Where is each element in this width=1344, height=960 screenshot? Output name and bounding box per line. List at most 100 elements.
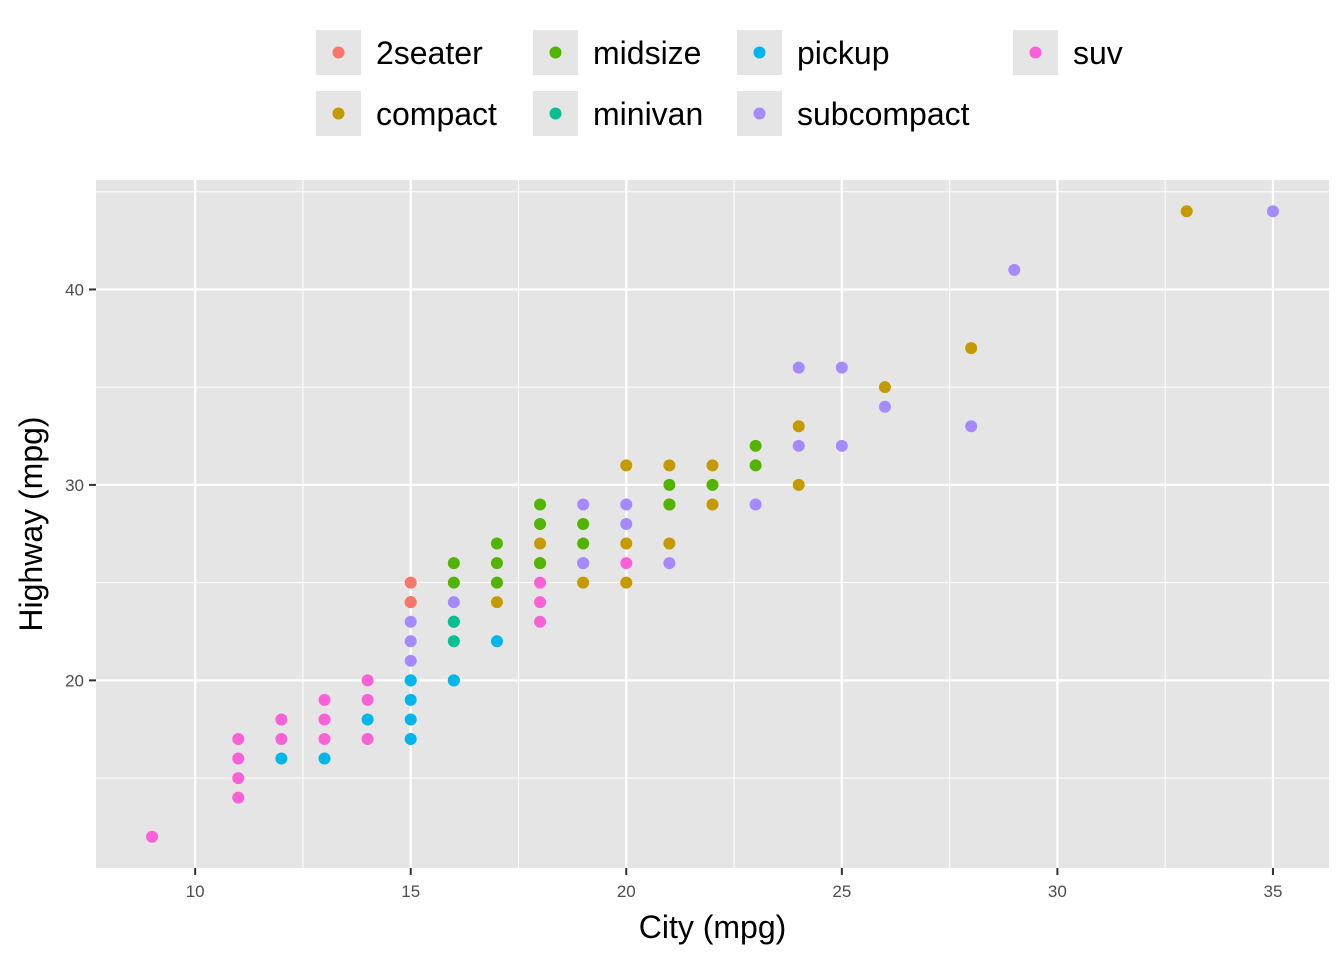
data-point-minivan (447, 615, 460, 628)
x-tick-label: 25 (832, 882, 851, 901)
data-point-suv (232, 752, 245, 765)
data-point-suv (318, 733, 331, 745)
y-tick-label: 20 (65, 671, 84, 690)
data-point-pickup (404, 693, 417, 706)
data-point-subcompact (577, 498, 590, 511)
data-point-subcompact (835, 439, 848, 452)
data-point-suv (534, 576, 547, 589)
legend-label: compact (376, 96, 497, 132)
data-point-pickup (404, 713, 417, 726)
legend-item-subcompact: subcompact (737, 91, 970, 136)
data-point-midsize (577, 537, 590, 550)
data-point-midsize (577, 518, 590, 530)
data-point-subcompact (1266, 205, 1279, 218)
data-point-pickup (447, 674, 460, 687)
data-point-midsize (663, 498, 676, 511)
data-point-compact (792, 420, 805, 433)
legend-marker (549, 107, 562, 120)
data-point-suv (232, 791, 245, 804)
data-point-subcompact (447, 596, 460, 609)
data-point-suv (361, 733, 374, 745)
legend-marker (753, 107, 766, 120)
data-point-pickup (404, 674, 417, 687)
data-point-midsize (534, 498, 547, 511)
data-point-pickup (490, 635, 503, 648)
y-tick-label: 40 (65, 280, 84, 299)
legend-item-suv: suv (1013, 30, 1123, 75)
data-point-2seater (404, 576, 417, 589)
data-point-compact (792, 478, 805, 491)
legend-label: minivan (593, 96, 703, 132)
legend-marker (332, 46, 345, 59)
legend-label: suv (1073, 35, 1123, 71)
data-point-pickup (318, 752, 331, 765)
x-tick-label: 30 (1048, 882, 1067, 901)
data-point-suv (275, 713, 288, 726)
data-point-suv (534, 596, 547, 609)
data-point-suv (361, 693, 374, 706)
data-point-subcompact (965, 420, 978, 433)
data-point-suv (232, 772, 245, 785)
data-point-suv (361, 674, 374, 687)
data-point-suv (318, 713, 331, 726)
legend-item-minivan: minivan (533, 91, 703, 136)
x-tick-label: 35 (1263, 882, 1282, 901)
data-point-midsize (749, 459, 762, 472)
data-point-compact (706, 498, 719, 511)
data-point-subcompact (749, 498, 762, 511)
data-point-midsize (490, 576, 503, 589)
data-point-compact (620, 537, 633, 550)
data-point-pickup (404, 733, 417, 745)
gridlines (96, 180, 1329, 868)
data-point-suv (534, 615, 547, 628)
legend-label: 2seater (376, 35, 483, 71)
data-point-subcompact (878, 400, 891, 413)
legend-label: subcompact (797, 96, 970, 132)
data-point-midsize (706, 478, 719, 491)
legend: 2seater compact midsize minivan pickup subcom… (316, 30, 1123, 136)
plot-panel (96, 180, 1329, 868)
data-point-compact (620, 459, 633, 472)
legend-item-pickup: pickup (737, 30, 890, 75)
legend-item-compact: compact (316, 91, 497, 136)
data-point-subcompact (792, 361, 805, 374)
data-point-midsize (490, 537, 503, 550)
data-point-midsize (447, 576, 460, 589)
data-point-compact (663, 537, 676, 550)
data-point-midsize (447, 557, 460, 570)
data-point-suv (146, 830, 159, 843)
data-point-compact (706, 459, 719, 472)
data-point-midsize (749, 439, 762, 452)
data-point-suv (275, 733, 288, 745)
x-tick-label: 10 (186, 882, 205, 901)
data-point-subcompact (404, 635, 417, 648)
legend-item-2seater: 2seater (316, 30, 483, 75)
legend-item-midsize: midsize (533, 30, 701, 75)
legend-marker (1029, 46, 1042, 59)
data-point-suv (318, 693, 331, 706)
data-point-compact (965, 342, 978, 355)
data-point-pickup (275, 752, 288, 765)
y-tick-label: 30 (65, 476, 84, 495)
data-point-subcompact (620, 498, 633, 511)
data-point-subcompact (792, 439, 805, 452)
data-points (146, 205, 1279, 843)
axis-ticks: 10 15 20 25 30 35 20 30 40 (65, 280, 1282, 901)
data-point-pickup (361, 713, 374, 726)
data-point-2seater (404, 596, 417, 609)
data-point-minivan (447, 635, 460, 648)
data-point-suv (620, 557, 633, 570)
data-point-midsize (534, 557, 547, 570)
data-point-midsize (663, 478, 676, 491)
data-point-compact (878, 381, 891, 394)
legend-marker (332, 107, 345, 120)
legend-label: pickup (797, 35, 890, 71)
legend-label: midsize (593, 35, 701, 71)
data-point-compact (490, 596, 503, 609)
data-point-subcompact (404, 654, 417, 667)
data-point-suv (232, 733, 245, 745)
data-point-subcompact (577, 557, 590, 570)
data-point-subcompact (663, 557, 676, 570)
legend-marker (549, 46, 562, 59)
